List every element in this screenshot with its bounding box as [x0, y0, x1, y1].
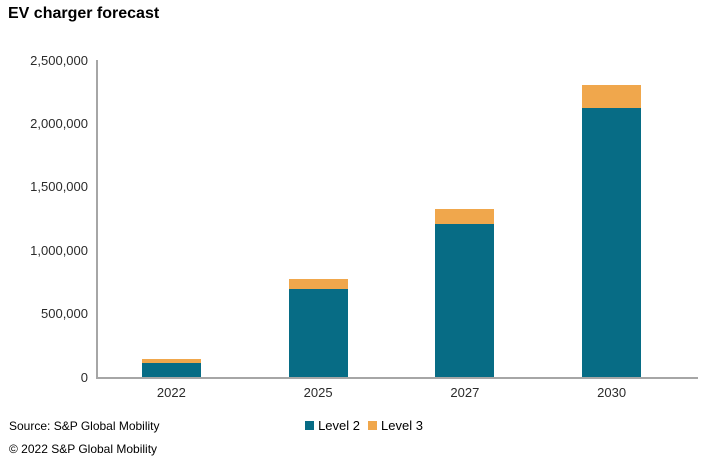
- y-axis-line: [96, 60, 98, 378]
- x-axis-line: [96, 377, 698, 379]
- x-axis-label: 2030: [597, 385, 627, 400]
- bar-2027-level-3: [435, 209, 495, 225]
- legend-label-level3: Level 3: [381, 418, 423, 433]
- bar-2022-level-2: [141, 363, 201, 377]
- y-axis-tick-label: 500,000: [41, 306, 88, 322]
- bar-2030-level-3: [582, 85, 642, 108]
- legend-label-level2: Level 2: [318, 418, 360, 433]
- level3-swatch-icon: [368, 421, 377, 430]
- legend: Level 2 Level 3: [0, 418, 702, 433]
- bar-2025-level-2: [288, 289, 348, 377]
- legend-item-level2: Level 2: [305, 418, 360, 433]
- y-axis-tick-label: 2,000,000: [30, 115, 88, 131]
- x-axis-label: 2027: [450, 385, 480, 400]
- y-axis-tick-label: 0: [80, 369, 88, 385]
- copyright-text: © 2022 S&P Global Mobility: [9, 442, 158, 456]
- y-axis-tick-label: 1,500,000: [30, 179, 88, 195]
- level2-swatch-icon: [305, 421, 315, 430]
- y-axis-tick-label: 1,000,000: [30, 242, 88, 258]
- x-axis-label: 2022: [156, 385, 186, 400]
- bar-2022-level-3: [141, 358, 201, 364]
- bar-2030-level-2: [582, 107, 642, 377]
- legend-item-level3: Level 3: [368, 418, 423, 433]
- source-text: Source: S&P Global Mobility: [9, 419, 160, 433]
- bar-2025-level-3: [288, 279, 348, 290]
- bar-2027-level-2: [435, 224, 495, 377]
- chart-title: EV charger forecast: [8, 5, 160, 22]
- y-axis-tick-label: 2,500,000: [30, 52, 88, 68]
- x-axis-label: 2025: [303, 385, 333, 400]
